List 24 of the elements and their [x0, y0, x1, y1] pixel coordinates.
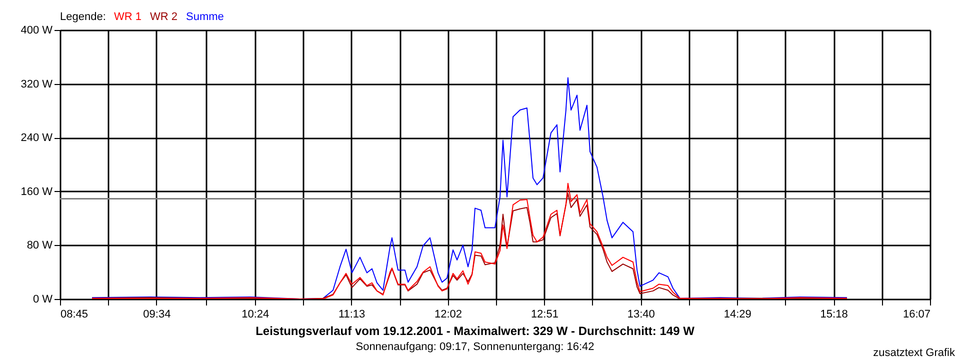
x-tick-label: 16:07: [902, 308, 930, 320]
y-tick-label: 320 W: [20, 78, 54, 90]
text: WR 2: [150, 11, 178, 23]
y-tick-label: 400 W: [20, 24, 54, 36]
text: zusatztext Grafik: [873, 347, 956, 359]
x-tick-label: 08:45: [60, 308, 88, 320]
x-tick-label: 15:18: [820, 308, 848, 320]
y-tick-label: 80 W: [26, 240, 54, 252]
text: Summe: [186, 11, 224, 23]
legend-title: Legende:: [60, 11, 106, 23]
text: Sonnenaufgang: 09:17, Sonnenuntergang: 16:42: [356, 341, 594, 353]
x-tick-label: 14:29: [724, 308, 752, 320]
y-tick-label: 240 W: [20, 132, 54, 144]
text: Leistungsverlauf vom 19.12.2001 - Maximalwert: 329 W - Durchschnitt: 149 W: [256, 324, 696, 338]
x-tick-label: 09:34: [143, 308, 171, 320]
x-tick-label: 12:02: [434, 308, 462, 320]
y-tick-label: 0 W: [32, 294, 54, 306]
x-tick-label: 13:40: [627, 308, 655, 320]
x-tick-label: 11:13: [338, 308, 366, 320]
text: WR 1: [114, 11, 142, 23]
x-tick-label: 12:51: [530, 308, 558, 320]
line-series: [92, 77, 848, 299]
x-tick-label: 10:24: [242, 308, 270, 320]
y-tick-label: 160 W: [20, 186, 54, 198]
